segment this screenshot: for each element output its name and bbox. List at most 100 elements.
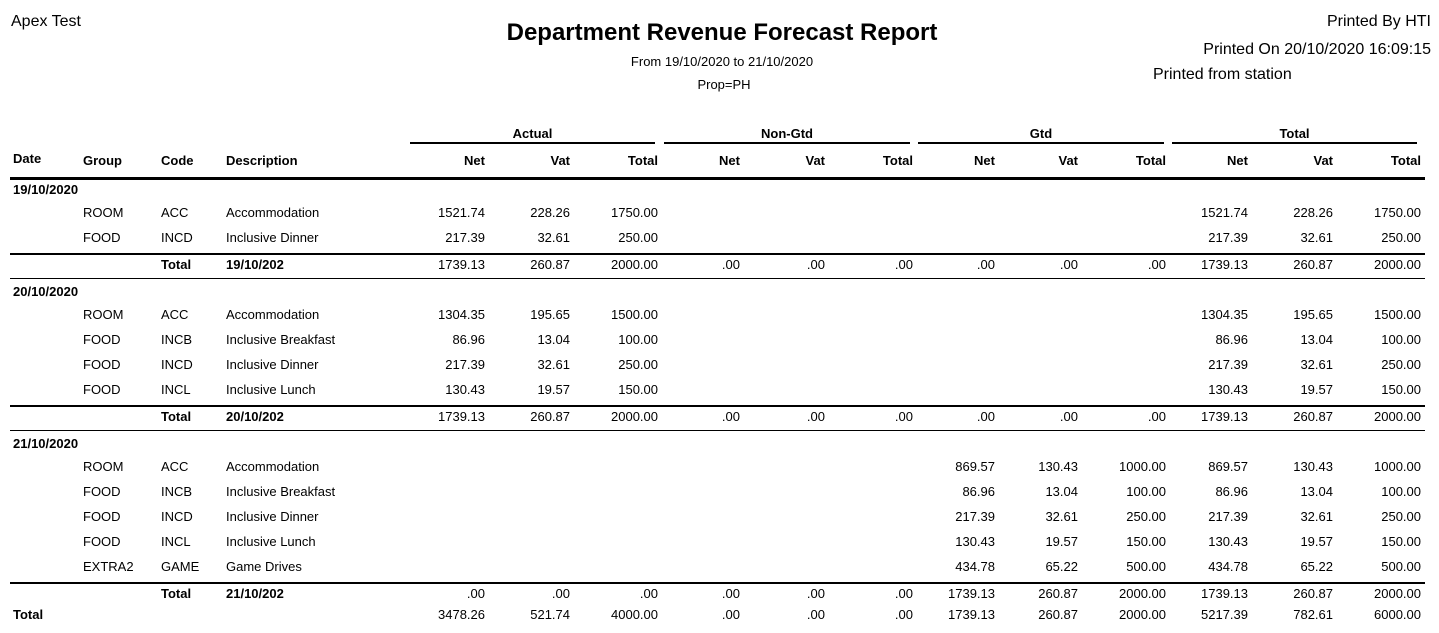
section-date: 21/10/2020	[13, 436, 79, 451]
group-cell: ROOM	[83, 307, 124, 322]
amount-cell: 250.00	[618, 357, 658, 372]
amount-cell: 500.00	[1126, 559, 1166, 574]
amount-cell: 13.04	[537, 332, 570, 347]
amount-cell: 1750.00	[611, 205, 658, 220]
printed-from: Printed from station	[1153, 66, 1292, 83]
amount-cell: 32.61	[1045, 509, 1078, 524]
group-cell: ROOM	[83, 205, 124, 220]
amount-cell: 130.43	[1293, 459, 1333, 474]
subtotal-amount: 2000.00	[1374, 257, 1421, 272]
amount-cell: 195.65	[1293, 307, 1333, 322]
amount-cell: 1500.00	[1374, 307, 1421, 322]
subtotal-amount: 260.87	[530, 409, 570, 424]
code-cell: INCD	[161, 357, 193, 372]
subtotal-amount: .00	[1059, 409, 1078, 424]
amount-cell: 250.00	[1381, 230, 1421, 245]
subtotal-amount: .00	[1147, 257, 1166, 272]
subtotal-amount: 2000.00	[1119, 586, 1166, 601]
amount-cell: 32.61	[1300, 357, 1333, 372]
section-rule	[10, 278, 1425, 279]
subtotal-amount: .00	[721, 409, 740, 424]
subtotal-amount: 1739.13	[1201, 257, 1248, 272]
amount-cell: 1304.35	[438, 307, 485, 322]
amount-cell: 19.57	[1300, 382, 1333, 397]
amount-cell: 86.96	[1215, 484, 1248, 499]
column-group-header: Actual	[512, 126, 553, 141]
amount-cell: 32.61	[537, 230, 570, 245]
amount-cell: 1000.00	[1119, 459, 1166, 474]
amount-cell: 250.00	[618, 230, 658, 245]
group-cell: ROOM	[83, 459, 124, 474]
column-header: Date	[13, 151, 42, 166]
grand-total-amount: .00	[806, 607, 825, 622]
amount-cell: 130.43	[955, 534, 995, 549]
section-date: 20/10/2020	[13, 284, 79, 299]
subtotal-amount: 2000.00	[611, 257, 658, 272]
subtotal-amount: .00	[551, 586, 570, 601]
subtotal-amount: .00	[976, 257, 995, 272]
subtotal-amount: 1739.13	[438, 257, 485, 272]
report-title: Department Revenue Forecast Report	[506, 19, 938, 46]
subtotal-date: 21/10/202	[226, 586, 284, 601]
code-cell: ACC	[161, 459, 189, 474]
group-cell: EXTRA2	[83, 559, 134, 574]
amount-cell: 217.39	[1208, 509, 1248, 524]
subtotal-amount: 260.87	[530, 257, 570, 272]
subtotal-amount: .00	[1147, 409, 1166, 424]
subtotal-amount: .00	[721, 257, 740, 272]
subtotal-amount: 1739.13	[438, 409, 485, 424]
amount-cell: 228.26	[530, 205, 570, 220]
description-cell: Inclusive Dinner	[226, 509, 319, 524]
group-underline	[918, 142, 1164, 144]
grand-total-amount: 2000.00	[1119, 607, 1166, 622]
amount-cell: 150.00	[1126, 534, 1166, 549]
grand-total-amount: 260.87	[1038, 607, 1078, 622]
amount-cell: 869.57	[1208, 459, 1248, 474]
description-cell: Inclusive Breakfast	[226, 332, 336, 347]
amount-cell: 130.43	[445, 382, 485, 397]
printed-on: Printed On 20/10/2020 16:09:15	[1203, 41, 1431, 58]
grand-total-amount: .00	[894, 607, 913, 622]
column-header: Code	[161, 153, 194, 168]
amount-cell: 217.39	[955, 509, 995, 524]
column-header: Description	[226, 153, 298, 168]
column-subheader: Vat	[1058, 153, 1078, 168]
code-cell: INCL	[161, 382, 191, 397]
amount-cell: 65.22	[1045, 559, 1078, 574]
code-cell: GAME	[161, 559, 200, 574]
amount-cell: 130.43	[1038, 459, 1078, 474]
subtotal-amount: .00	[894, 257, 913, 272]
subtotal-amount: .00	[976, 409, 995, 424]
subtotal-label: Total	[161, 257, 192, 272]
subtotal-amount: 2000.00	[611, 409, 658, 424]
description-cell: Inclusive Dinner	[226, 230, 319, 245]
amount-cell: 250.00	[1381, 357, 1421, 372]
subtotal-amount: .00	[466, 586, 485, 601]
column-subheader: Total	[627, 153, 658, 168]
group-cell: FOOD	[83, 382, 121, 397]
amount-cell: 13.04	[1300, 484, 1333, 499]
group-cell: FOOD	[83, 357, 121, 372]
amount-cell: 130.43	[1208, 534, 1248, 549]
column-subheader: Total	[1135, 153, 1166, 168]
subtotal-amount: 260.87	[1293, 257, 1333, 272]
amount-cell: 228.26	[1293, 205, 1333, 220]
group-underline	[410, 142, 655, 144]
column-group-header: Total	[1279, 126, 1310, 141]
description-cell: Inclusive Lunch	[226, 534, 316, 549]
section-date: 19/10/2020	[13, 182, 79, 197]
amount-cell: 1000.00	[1374, 459, 1421, 474]
amount-cell: 13.04	[1045, 484, 1078, 499]
column-subheader: Total	[882, 153, 913, 168]
amount-cell: 217.39	[445, 230, 485, 245]
amount-cell: 13.04	[1300, 332, 1333, 347]
description-cell: Inclusive Breakfast	[226, 484, 336, 499]
code-cell: INCL	[161, 534, 191, 549]
amount-cell: 100.00	[1126, 484, 1166, 499]
amount-cell: 250.00	[1381, 509, 1421, 524]
column-subheader: Vat	[1313, 153, 1333, 168]
description-cell: Inclusive Dinner	[226, 357, 319, 372]
company-name: Apex Test	[11, 13, 81, 30]
subtotal-amount: .00	[721, 586, 740, 601]
